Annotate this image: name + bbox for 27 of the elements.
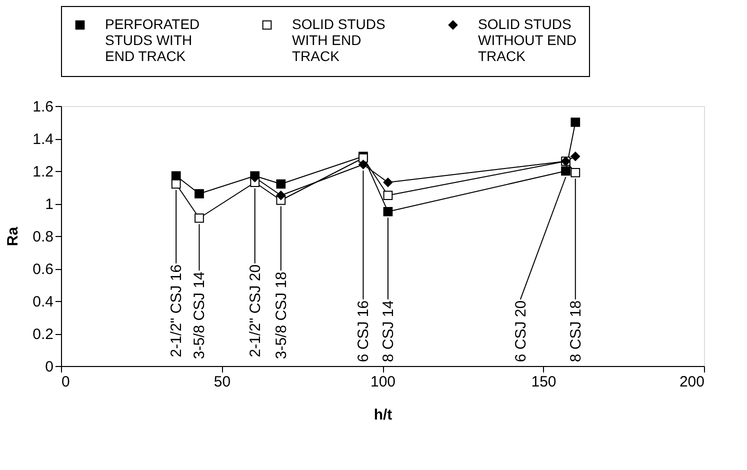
y-tick-label: 1 — [45, 196, 54, 213]
y-tick-label: 0 — [45, 358, 54, 376]
y-tick-label: 0.6 — [32, 261, 54, 278]
legend-label: SOLID STUDS WITHOUT END TRACK — [478, 16, 577, 64]
x-tick-label: 200 — [679, 374, 704, 390]
x-tick-label: 150 — [531, 374, 556, 390]
x-tick-label: 0 — [62, 374, 70, 390]
annotation: 3-5/8 CSJ 14 — [191, 272, 208, 360]
x-tick-label: 50 — [214, 374, 231, 390]
annotation: 2-1/2" CSJ 16 — [168, 264, 186, 358]
annotation: 8 CSJ 18 — [567, 300, 584, 362]
y-tick-label: 1.6 — [32, 98, 54, 116]
y-tick-label: 1.2 — [32, 164, 54, 180]
y-tick-label: 0.8 — [32, 228, 54, 246]
annotation: 3-5/8 CSJ 18 — [272, 272, 290, 360]
annotation: 6 CSJ 16 — [355, 300, 372, 362]
y-tick-label: 0.2 — [32, 326, 54, 343]
y-tick-label: 0.4 — [32, 294, 54, 310]
annotation: 8 CSJ 14 — [380, 300, 397, 362]
annotation: 6 CSJ 20 — [512, 300, 530, 362]
legend-label: SOLID STUDS WITH END TRACK — [292, 16, 386, 64]
y-axis-title: Ra — [4, 226, 22, 246]
x-tick-label: 100 — [370, 374, 396, 390]
legend-label: PERFORATED STUDS WITH END TRACK — [105, 16, 200, 64]
y-tick-label: 1.4 — [32, 131, 54, 148]
annotation: 2-1/2" CSJ 20 — [246, 264, 264, 358]
x-axis-title: h/t — [374, 406, 392, 424]
